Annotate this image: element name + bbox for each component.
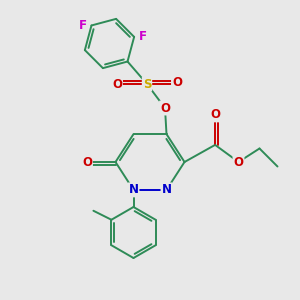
Text: O: O <box>210 108 220 122</box>
Text: O: O <box>160 101 170 115</box>
Text: N: N <box>128 183 139 196</box>
Text: O: O <box>172 76 182 89</box>
Text: O: O <box>82 155 92 169</box>
Text: N: N <box>161 183 172 196</box>
Text: S: S <box>143 77 151 91</box>
Text: O: O <box>112 77 122 91</box>
Text: F: F <box>79 19 86 32</box>
Text: O: O <box>233 155 244 169</box>
Text: F: F <box>139 30 147 44</box>
